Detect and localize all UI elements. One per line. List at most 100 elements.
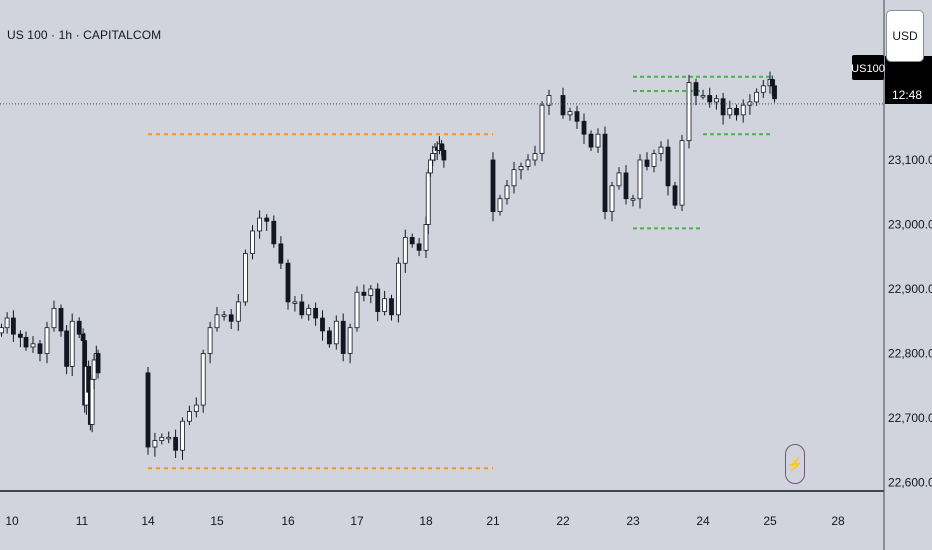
candle-body	[4, 317, 10, 329]
candle-body	[145, 372, 151, 448]
candle-body	[91, 359, 97, 380]
candle-body	[58, 307, 64, 332]
time-scale[interactable]: 10 11 14 15 16 17 18 21 22 23 24 25 28	[5, 514, 845, 528]
candle-body	[0, 327, 4, 334]
candle-body	[532, 153, 538, 161]
time-tick-label: 15	[210, 514, 224, 528]
candle-body	[354, 291, 360, 329]
candle-body	[375, 288, 381, 312]
candle-body	[37, 343, 43, 354]
candle-body	[581, 120, 587, 135]
candle-body	[409, 236, 415, 245]
countdown-label: 12:48	[892, 88, 922, 102]
candle-body	[320, 317, 325, 332]
candle-body	[159, 436, 165, 441]
candle-body	[644, 159, 650, 167]
candle-body	[560, 95, 566, 116]
candle-body	[574, 111, 580, 122]
lightning-icon[interactable]: ⚡	[785, 444, 805, 484]
time-tick-label: 24	[696, 514, 710, 528]
candle-body	[89, 378, 95, 425]
candle-body	[428, 159, 433, 174]
candle-body	[326, 330, 332, 345]
candle-body	[250, 230, 255, 254]
candle-body	[518, 166, 524, 171]
candle-body	[651, 153, 657, 167]
candle-body	[44, 327, 50, 354]
candle-body	[51, 307, 57, 329]
candle-body	[264, 217, 270, 222]
candle-body	[727, 108, 733, 116]
candle-body	[389, 298, 394, 316]
time-tick-label: 16	[281, 514, 295, 528]
candle-body	[693, 82, 699, 96]
candle-body	[23, 336, 29, 348]
candle-body	[152, 440, 158, 448]
time-tick-label: 17	[350, 514, 364, 528]
candle-body	[504, 185, 510, 200]
candle-body	[430, 153, 436, 161]
candle-body	[257, 217, 263, 232]
price-tick-label: 22,900.0	[888, 282, 932, 296]
candle-body	[686, 82, 692, 142]
candle-body	[747, 101, 753, 106]
price-tick-label: 23,100.0	[888, 153, 932, 167]
candle-body	[69, 320, 75, 367]
time-tick-label: 10	[5, 514, 19, 528]
candle-body	[299, 301, 305, 316]
candle-body	[285, 262, 291, 303]
candle-body	[760, 85, 766, 93]
candle-body	[497, 198, 503, 212]
candle-body	[17, 333, 23, 338]
candle-body	[166, 436, 172, 440]
candle-body	[193, 404, 199, 412]
candle-body	[672, 185, 678, 206]
symbol-title[interactable]: US 100 · 1h · CAPITALCOM	[7, 28, 162, 42]
time-tick-label: 21	[486, 514, 500, 528]
candle-body	[700, 95, 706, 98]
candle-body	[740, 104, 746, 116]
symbol-label-box	[852, 55, 884, 80]
candle-body	[630, 198, 636, 201]
price-tick-label: 22,800.0	[888, 347, 932, 361]
candle-body	[567, 111, 573, 116]
candle-body	[623, 172, 629, 200]
candle-body	[221, 314, 227, 317]
candle-body	[511, 169, 517, 187]
candle-body	[271, 220, 277, 245]
candle-body	[10, 317, 16, 335]
candle-body	[595, 133, 601, 148]
candle-body	[658, 146, 664, 154]
candle-body	[368, 288, 374, 296]
candle-body	[402, 236, 408, 264]
price-tick-label: 22,700.0	[888, 411, 932, 425]
candle-body	[546, 95, 552, 106]
time-tick-label: 22	[556, 514, 570, 528]
candle-body	[425, 172, 431, 225]
candle-body	[340, 320, 346, 354]
candle-body	[361, 291, 367, 296]
time-tick-label: 28	[831, 514, 845, 528]
price-scale[interactable]: 23,100.0 23,000.0 22,900.0 22,800.0 22,700.0…	[888, 153, 932, 490]
candle-body	[525, 159, 531, 167]
candle-body	[679, 140, 685, 206]
candle-body	[235, 301, 241, 322]
time-tick-label: 25	[763, 514, 777, 528]
candle-body	[602, 133, 608, 212]
candle-body	[382, 298, 388, 312]
candle-body	[347, 327, 353, 354]
candle-series	[0, 71, 777, 460]
candle-body	[720, 98, 726, 116]
candle-body	[95, 353, 101, 374]
candle-body	[734, 108, 739, 116]
candle-body	[306, 307, 312, 316]
time-tick-label: 14	[141, 514, 155, 528]
candle-body	[588, 133, 594, 148]
currency-button[interactable]: USD	[886, 10, 924, 62]
candle-body	[76, 320, 82, 335]
time-tick-label: 23	[626, 514, 640, 528]
candle-body	[707, 95, 713, 103]
candle-body	[30, 343, 36, 348]
candle-body	[313, 307, 319, 319]
